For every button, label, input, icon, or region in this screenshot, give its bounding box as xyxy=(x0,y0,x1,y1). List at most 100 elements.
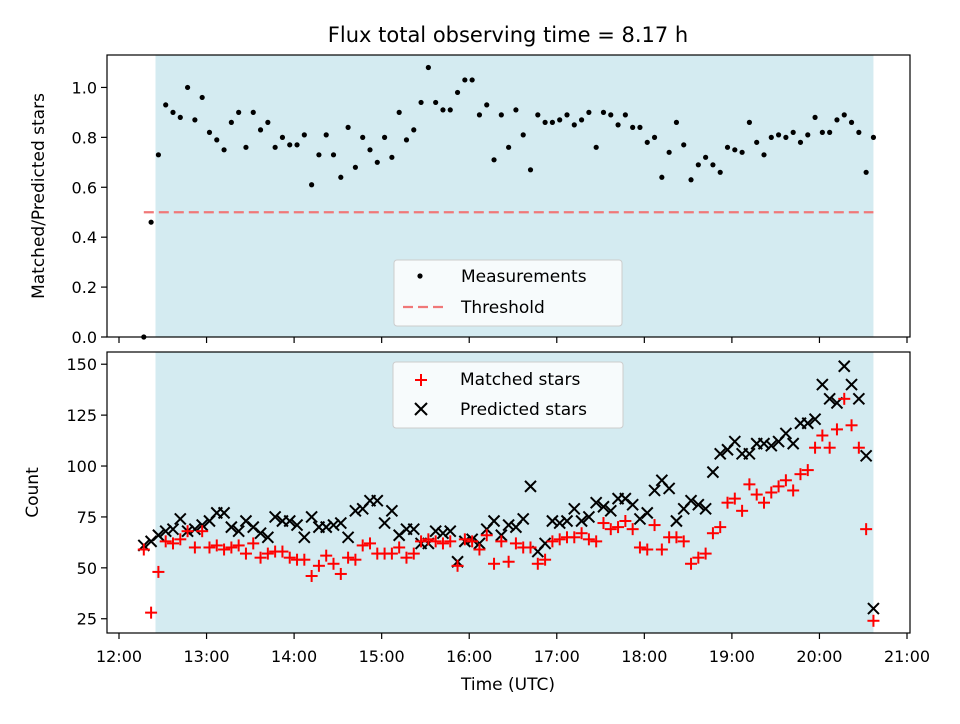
matched-stars-point xyxy=(393,541,406,554)
predicted-stars-point xyxy=(349,504,362,518)
measurement-point xyxy=(403,137,410,143)
measurement-point xyxy=(805,132,811,138)
measurement-point xyxy=(279,134,286,140)
matched-stars-point xyxy=(685,557,698,570)
matched-stars-point xyxy=(305,569,318,582)
matched-stars-point xyxy=(626,523,639,536)
measurement-point xyxy=(360,134,366,140)
measurement-point xyxy=(287,142,293,148)
predicted-stars-point xyxy=(538,537,552,550)
predicted-stars-point xyxy=(641,506,654,520)
matched-stars-point xyxy=(298,553,311,566)
predicted-stars-point xyxy=(823,392,836,406)
predicted-stars-point xyxy=(517,512,530,526)
predicted-stars-point xyxy=(648,484,661,497)
predicted-stars-point xyxy=(305,510,318,524)
measurement-point xyxy=(717,169,723,175)
matched-stars-point xyxy=(181,525,194,538)
measurement-point xyxy=(812,114,818,120)
measurement-point xyxy=(673,119,680,125)
matched-stars-point xyxy=(612,521,625,534)
matched-stars-point xyxy=(823,441,836,454)
measurement-point xyxy=(557,117,563,123)
measurement-point xyxy=(338,174,344,180)
predicted-stars-point xyxy=(845,378,858,391)
top-y-tick-label: 1.0 xyxy=(72,78,97,97)
measurement-point xyxy=(447,107,453,113)
matched-stars-point xyxy=(196,525,209,538)
measurement-point xyxy=(797,139,804,145)
predicted-stars-point xyxy=(684,494,698,507)
measurement-point xyxy=(856,129,862,135)
measurement-point xyxy=(454,89,461,96)
measurement-point xyxy=(484,102,490,108)
predicted-stars-point xyxy=(553,516,566,530)
matched-stars-point xyxy=(444,535,457,548)
measurement-point xyxy=(469,77,475,83)
measurement-point xyxy=(615,122,621,128)
matched-stars-point xyxy=(276,545,289,558)
matched-stars-point xyxy=(407,547,420,560)
measurement-point xyxy=(177,114,183,120)
matched-stars-point xyxy=(203,541,216,554)
matched-stars-point xyxy=(422,533,435,546)
top-y-tick-label: 0.4 xyxy=(72,228,97,247)
matched-stars-point xyxy=(312,559,325,572)
matched-stars-point xyxy=(721,496,734,509)
predicted-stars-point xyxy=(444,524,457,538)
x-tick-label: 12:00 xyxy=(96,647,142,666)
bottom-y-tick-label: 125 xyxy=(66,406,97,425)
measurement-point xyxy=(462,77,468,83)
predicted-stars-point xyxy=(626,498,639,511)
measurement-point xyxy=(746,119,753,125)
matched-stars-point xyxy=(385,547,398,560)
measurement-point xyxy=(739,149,745,155)
measurement-point xyxy=(827,129,833,135)
matched-stars-point xyxy=(743,478,756,491)
predicted-stars-point xyxy=(816,378,829,391)
top-y-tick-label: 0.6 xyxy=(72,178,97,197)
matched-stars-point xyxy=(750,488,763,501)
matched-stars-point xyxy=(539,553,552,566)
measurement-point xyxy=(761,152,767,158)
chart-title: Flux total observing time = 8.17 h xyxy=(328,23,688,47)
matched-stars-point xyxy=(648,519,661,532)
measurement-point xyxy=(184,84,191,91)
matched-stars-point xyxy=(575,527,588,540)
predicted-stars-point xyxy=(254,527,267,540)
measurement-point xyxy=(732,147,738,153)
measurement-point xyxy=(593,144,599,150)
measurement-point xyxy=(586,109,592,115)
measurement-point xyxy=(192,117,198,123)
measurement-point xyxy=(630,124,636,130)
predicted-stars-point xyxy=(597,500,610,513)
matched-stars-point xyxy=(488,557,501,570)
x-tick-label: 20:00 xyxy=(796,647,842,666)
predicted-stars-point xyxy=(378,516,391,530)
matched-stars-point xyxy=(670,531,683,544)
measurement-point xyxy=(163,102,169,108)
measurement-point xyxy=(440,107,446,113)
measurement-point xyxy=(841,112,847,118)
measurement-point xyxy=(221,147,227,153)
x-axis-label: Time (UTC) xyxy=(460,675,555,695)
predicted-stars-point xyxy=(436,527,450,540)
matched-stars-point xyxy=(458,533,471,546)
matched-stars-point xyxy=(451,559,464,572)
matched-stars-point xyxy=(349,553,362,566)
measurement-point xyxy=(600,109,607,115)
measurement-point xyxy=(330,152,337,158)
matched-stars-point xyxy=(502,555,515,568)
top-y-tick-label: 0.2 xyxy=(72,278,97,297)
matched-stars-point xyxy=(590,535,603,548)
measurement-point xyxy=(381,134,388,140)
predicted-stars-point xyxy=(261,531,275,544)
x-tick-label: 14:00 xyxy=(271,647,317,666)
predicted-stars-points xyxy=(137,360,880,615)
predicted-stars-point xyxy=(225,520,238,534)
top-axes-frame xyxy=(106,54,911,338)
predicted-stars-point xyxy=(327,518,340,532)
measurement-point xyxy=(236,109,242,115)
matched-stars-point xyxy=(553,533,566,546)
matched-stars-point xyxy=(188,541,201,554)
